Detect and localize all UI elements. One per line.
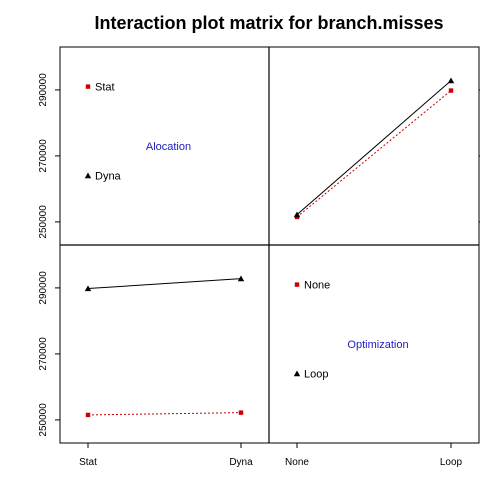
- legend-marker-dyna: [84, 172, 92, 179]
- y-tick-label: 290000: [38, 271, 49, 305]
- legend-label-loop: Loop: [304, 369, 328, 381]
- data-point-dyna: [293, 211, 301, 218]
- legend-marker-loop: [293, 370, 301, 377]
- series-line-dyna: [296, 80, 452, 216]
- x-tick-label: Stat: [79, 457, 97, 468]
- y-tick-label: 270000: [38, 337, 49, 371]
- y-tick-label: 250000: [38, 205, 49, 239]
- data-point-none: [238, 410, 244, 415]
- series-line-loop: [87, 278, 242, 290]
- x-tick-label: Dyna: [229, 457, 253, 468]
- legend-marker-none: [294, 282, 300, 287]
- legend-label-none: None: [304, 280, 330, 292]
- data-point-none: [85, 412, 91, 418]
- data-point-stat: [448, 88, 454, 93]
- data-point-loop: [237, 275, 245, 282]
- y-tick-label: 290000: [38, 73, 49, 107]
- series-line-stat: [296, 90, 452, 218]
- legend-marker-stat: [85, 84, 91, 89]
- data-point-dyna: [447, 77, 455, 84]
- data-point-loop: [84, 285, 92, 292]
- legend-label-dyna: Dyna: [95, 171, 122, 183]
- y-tick-label: 250000: [38, 403, 49, 437]
- legend-label-stat: Stat: [95, 82, 115, 94]
- chart-title: Interaction plot matrix for branch.misse…: [94, 13, 443, 33]
- series-line-none: [87, 412, 242, 416]
- x-tick-label: Loop: [440, 457, 463, 468]
- x-tick-label: None: [285, 457, 309, 468]
- factor-label-optimization: Optimization: [347, 339, 408, 351]
- y-tick-label: 270000: [38, 139, 49, 173]
- factor-label-alocation: Alocation: [146, 141, 191, 153]
